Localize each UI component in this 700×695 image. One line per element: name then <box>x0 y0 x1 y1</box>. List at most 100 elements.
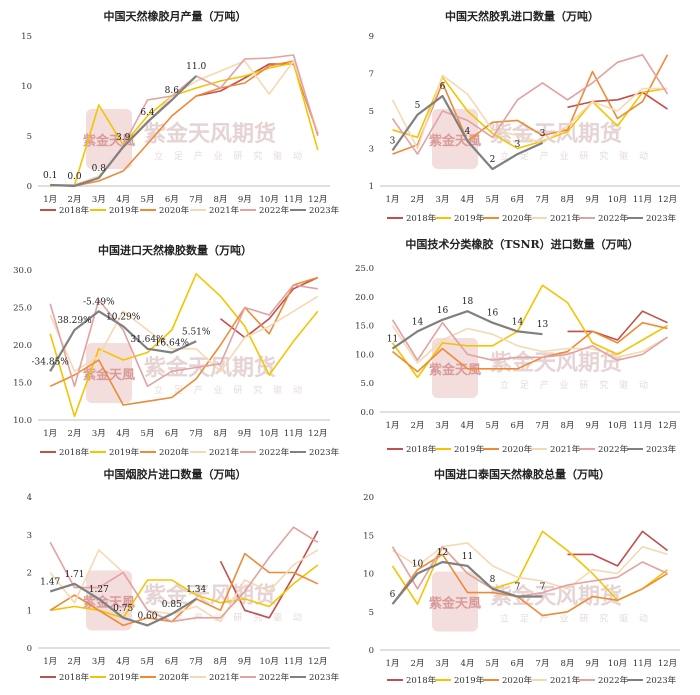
data-label: 12 <box>437 548 448 558</box>
x-tick-label: 3月 <box>436 195 450 205</box>
data-label: 1.27 <box>89 585 109 595</box>
data-label: 6 <box>390 590 396 600</box>
data-label: 5 <box>415 101 421 111</box>
x-tick-label: 11月 <box>284 429 303 439</box>
x-tick-label: 2月 <box>411 421 425 431</box>
watermark-seal-text: 紫金天風 <box>429 133 481 149</box>
x-tick-label: 1月 <box>386 659 400 669</box>
y-tick-label: 1 <box>369 182 374 192</box>
data-label: 0.1 <box>43 171 57 181</box>
y-tick-label: 10 <box>21 82 32 92</box>
chart-title: 中国天然胶乳进口数量（万吨） <box>445 9 599 23</box>
watermark-slogan: 立 足 产 业 研 究 驱 动 <box>154 384 306 396</box>
x-tick-label: 6月 <box>511 421 525 431</box>
series-line-2023 <box>391 94 543 171</box>
y-tick-label: 20.0 <box>355 293 374 303</box>
y-tick-label: 15.0 <box>13 379 32 389</box>
data-label: 4 <box>465 127 471 137</box>
legend-label-2018: 2018年 <box>59 447 90 458</box>
data-label: 0.75 <box>113 604 133 614</box>
series-line-2018 <box>220 276 319 339</box>
series-line-2022 <box>391 319 668 362</box>
legend-label-2022: 2022年 <box>598 675 629 686</box>
x-tick-label: 2月 <box>411 659 425 669</box>
data-label: 0.60 <box>137 611 157 621</box>
series-line-2021 <box>392 542 668 590</box>
series-line-2018 <box>567 91 668 110</box>
data-label: 3 <box>540 129 546 139</box>
legend: 2018年 2019年 2020年 2021年 2022年 2023年 <box>387 444 677 455</box>
series-line-2023 <box>391 310 543 350</box>
data-label: 6 <box>440 82 446 92</box>
data-label: 1.34 <box>186 585 206 595</box>
data-label: -34.85% <box>31 357 69 367</box>
legend-label-2023: 2023年 <box>646 213 677 224</box>
legend-label-2020: 2020年 <box>502 444 533 455</box>
x-tick-label: 12月 <box>658 195 677 205</box>
series-line-2022 <box>49 526 319 623</box>
data-label: 31.64% <box>130 335 165 345</box>
data-label: 0.8 <box>92 164 107 174</box>
x-tick-label: 7月 <box>536 659 550 669</box>
series-line-2018 <box>567 530 668 567</box>
legend-label-2018: 2018年 <box>406 444 437 455</box>
x-tick-label: 8月 <box>214 195 228 205</box>
x-tick-label: 4月 <box>461 659 475 669</box>
y-tick-label: 5 <box>27 132 32 142</box>
legend-label-2023: 2023年 <box>309 205 340 216</box>
x-tick-label: 8月 <box>561 195 575 205</box>
x-tick-label: 5月 <box>141 429 155 439</box>
series-line-2021 <box>391 325 668 364</box>
x-tick-label: 12月 <box>308 429 327 439</box>
data-label: 38.29% <box>57 316 92 326</box>
x-tick-label: 7月 <box>189 657 203 667</box>
legend: 2018年 2019年 2020年 2021年 2022年 2023年 <box>40 447 340 458</box>
x-tick-label: 8月 <box>561 659 575 669</box>
y-tick-label: 2 <box>27 569 32 579</box>
legend-label-2020: 2020年 <box>159 672 190 683</box>
data-label: 6.4 <box>140 108 155 118</box>
x-tick-label: 1月 <box>386 195 400 205</box>
data-label: 18 <box>462 297 474 307</box>
chart-title: 中国进口天然橡胶数量（万吨） <box>98 243 252 257</box>
series-line-2022 <box>391 53 669 155</box>
y-tick-label: 3 <box>27 531 32 541</box>
x-tick-label: 5月 <box>486 421 500 431</box>
chart-title: 中国天然橡胶月产量（万吨） <box>104 9 247 23</box>
y-tick-label: 0 <box>27 644 32 654</box>
x-tick-label: 7月 <box>536 421 550 431</box>
series-line-2021 <box>391 74 668 150</box>
x-tick-label: 10月 <box>608 195 627 205</box>
x-tick-label: 10月 <box>260 195 279 205</box>
data-label: 7 <box>515 582 521 592</box>
legend-label-2018: 2018年 <box>59 205 90 216</box>
y-tick-label: 15 <box>21 32 32 42</box>
data-label: 14 <box>512 317 524 327</box>
data-label: 1.71 <box>64 570 84 580</box>
data-label: 11 <box>462 552 473 562</box>
x-tick-label: 8月 <box>214 657 228 667</box>
x-tick-label: 6月 <box>165 429 179 439</box>
legend-label-2020: 2020年 <box>502 675 533 686</box>
x-tick-label: 11月 <box>633 421 652 431</box>
series-line-2021 <box>49 549 319 623</box>
x-tick-label: 5月 <box>486 659 500 669</box>
watermark-slogan: 立 足 产 业 研 究 驱 动 <box>500 150 652 162</box>
watermark-seal: 紫金天風 <box>429 571 481 632</box>
watermark-text: 紫金天风期货 <box>490 584 622 610</box>
watermark-seal: 紫金天風 <box>429 109 481 169</box>
data-label: 16 <box>487 309 499 319</box>
x-tick-label: 11月 <box>284 195 303 205</box>
data-label: 11 <box>387 335 398 345</box>
x-tick-label: 10月 <box>608 659 627 669</box>
x-tick-label: 2月 <box>68 429 82 439</box>
legend-label-2023: 2023年 <box>646 444 677 455</box>
x-tick-label: 9月 <box>586 659 600 669</box>
series-line-2020 <box>392 54 669 155</box>
x-tick-label: 3月 <box>92 657 106 667</box>
x-tick-label: 10月 <box>260 429 279 439</box>
series-line-2019 <box>50 564 319 619</box>
legend-label-2019: 2019年 <box>109 447 140 458</box>
